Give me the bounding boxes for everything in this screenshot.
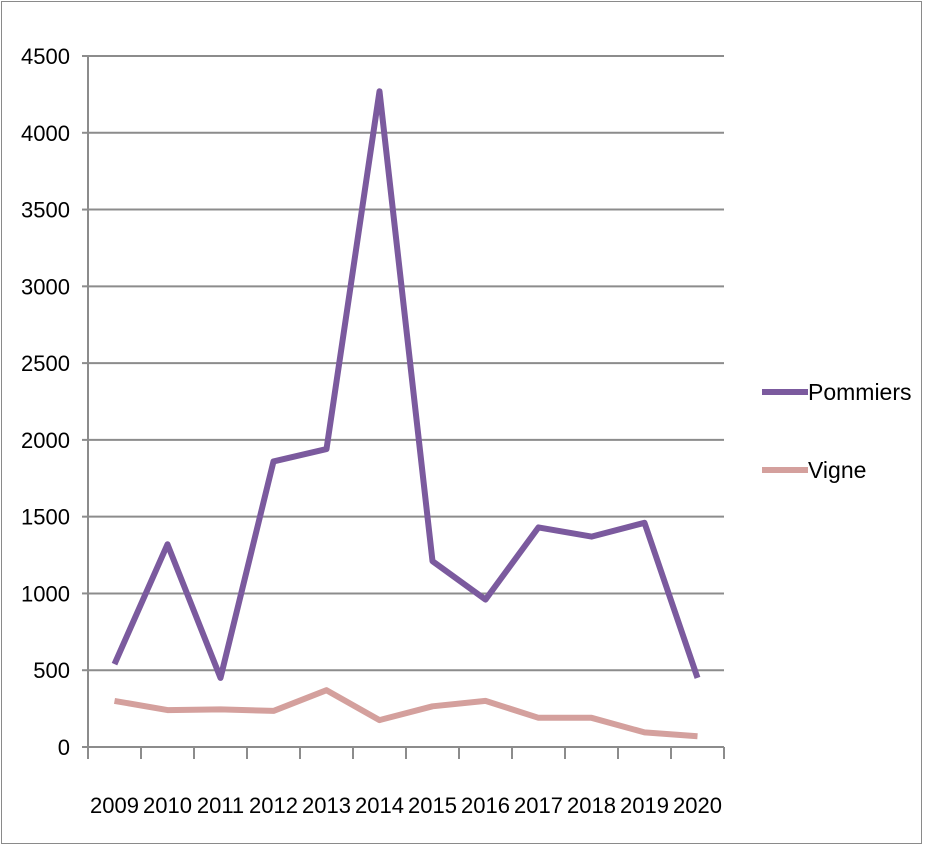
legend: Pommiers Vigne xyxy=(762,379,912,483)
x-tick-label: 2019 xyxy=(620,793,669,818)
y-tick-label: 3000 xyxy=(21,274,70,299)
y-tick-label: 500 xyxy=(33,658,70,683)
x-tick-label: 2018 xyxy=(567,793,616,818)
x-tick-label: 2009 xyxy=(90,793,139,818)
x-tick-label: 2013 xyxy=(302,793,351,818)
y-tick-label: 1500 xyxy=(21,505,70,530)
y-tick-label: 4000 xyxy=(21,121,70,146)
y-tick-label: 4500 xyxy=(21,44,70,69)
gridlines xyxy=(88,55,724,672)
x-tick-label: 2010 xyxy=(143,793,192,818)
legend-label-pommiers: Pommiers xyxy=(808,379,912,405)
x-tick-label: 2016 xyxy=(461,793,510,818)
series-line-vigne xyxy=(113,687,698,740)
x-tick-label: 2020 xyxy=(673,793,722,818)
x-tick-label: 2011 xyxy=(197,793,244,818)
legend-label-vigne: Vigne xyxy=(808,457,866,483)
x-tick-label: 2012 xyxy=(249,793,298,818)
series-lines xyxy=(111,88,701,740)
axes xyxy=(82,55,725,759)
y-tick-label: 2500 xyxy=(21,351,70,376)
tick-labels: 0 500 1000 1500 2000 2500 3000 3500 4000 4500 2009… xyxy=(21,44,722,818)
y-tick-label: 2000 xyxy=(21,428,70,453)
x-tick-label: 2015 xyxy=(408,793,457,818)
y-tick-label: 3500 xyxy=(21,198,70,223)
y-tick-label: 0 xyxy=(58,735,70,760)
series-line-pommiers xyxy=(111,88,701,681)
x-tick-label: 2014 xyxy=(355,793,404,818)
x-tick-label: 2017 xyxy=(514,793,563,818)
y-tick-label: 1000 xyxy=(21,581,70,606)
